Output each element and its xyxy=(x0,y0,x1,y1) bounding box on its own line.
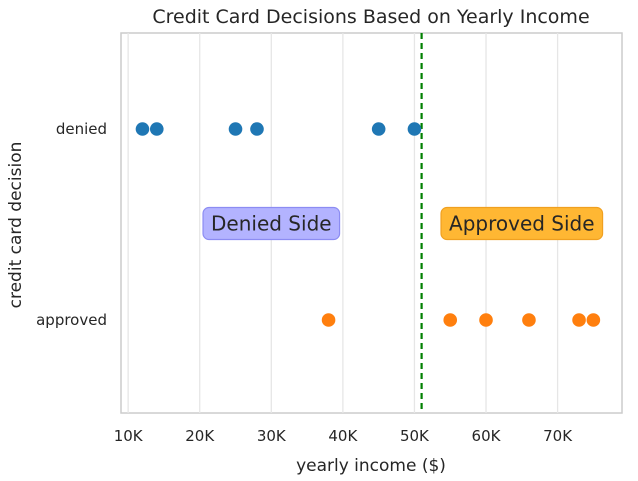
y-tick-label: denied xyxy=(56,120,107,138)
x-axis-label: yearly income ($) xyxy=(296,456,446,476)
data-point-denied xyxy=(149,122,164,136)
data-point-approved xyxy=(572,313,586,327)
data-point-denied xyxy=(228,122,243,136)
annotation-box: Approved Side xyxy=(440,206,604,241)
annotation-background xyxy=(440,206,604,241)
annotation-background xyxy=(202,206,341,241)
x-tick-label: 30K xyxy=(257,427,287,445)
y-axis-label: credit card decision xyxy=(6,142,26,309)
x-tick-label: 20K xyxy=(185,427,215,445)
annotation-label: Approved Side xyxy=(449,212,595,236)
data-point-approved xyxy=(586,313,601,327)
data-point-denied xyxy=(135,122,150,136)
data-point-approved xyxy=(479,313,493,327)
data-points xyxy=(135,122,601,327)
data-point-approved xyxy=(443,313,458,327)
data-point-denied xyxy=(371,122,386,136)
data-point-denied xyxy=(407,122,422,136)
data-point-denied xyxy=(250,122,264,136)
annotation-box: Denied Side xyxy=(202,206,341,241)
x-tick-label: 50K xyxy=(400,427,430,445)
x-tick-label: 40K xyxy=(328,427,358,445)
x-tick-label: 10K xyxy=(114,427,144,445)
data-point-approved xyxy=(321,313,336,327)
side-annotations: Denied Side Approved Side xyxy=(202,206,604,241)
annotation-label: Denied Side xyxy=(211,212,332,236)
plot-area: Denied Side Approved Side xyxy=(120,32,623,414)
x-tick-label: 60K xyxy=(472,427,502,445)
chart-title: Credit Card Decisions Based on Yearly In… xyxy=(152,6,589,28)
y-tick-label: approved xyxy=(36,311,107,329)
x-tick-label: 70K xyxy=(543,427,573,445)
y-axis-ticks: denied approved xyxy=(36,120,107,329)
data-point-approved xyxy=(522,313,536,327)
x-axis-ticks: 10K 20K 30K 40K 50K 60K 70K xyxy=(114,427,574,445)
